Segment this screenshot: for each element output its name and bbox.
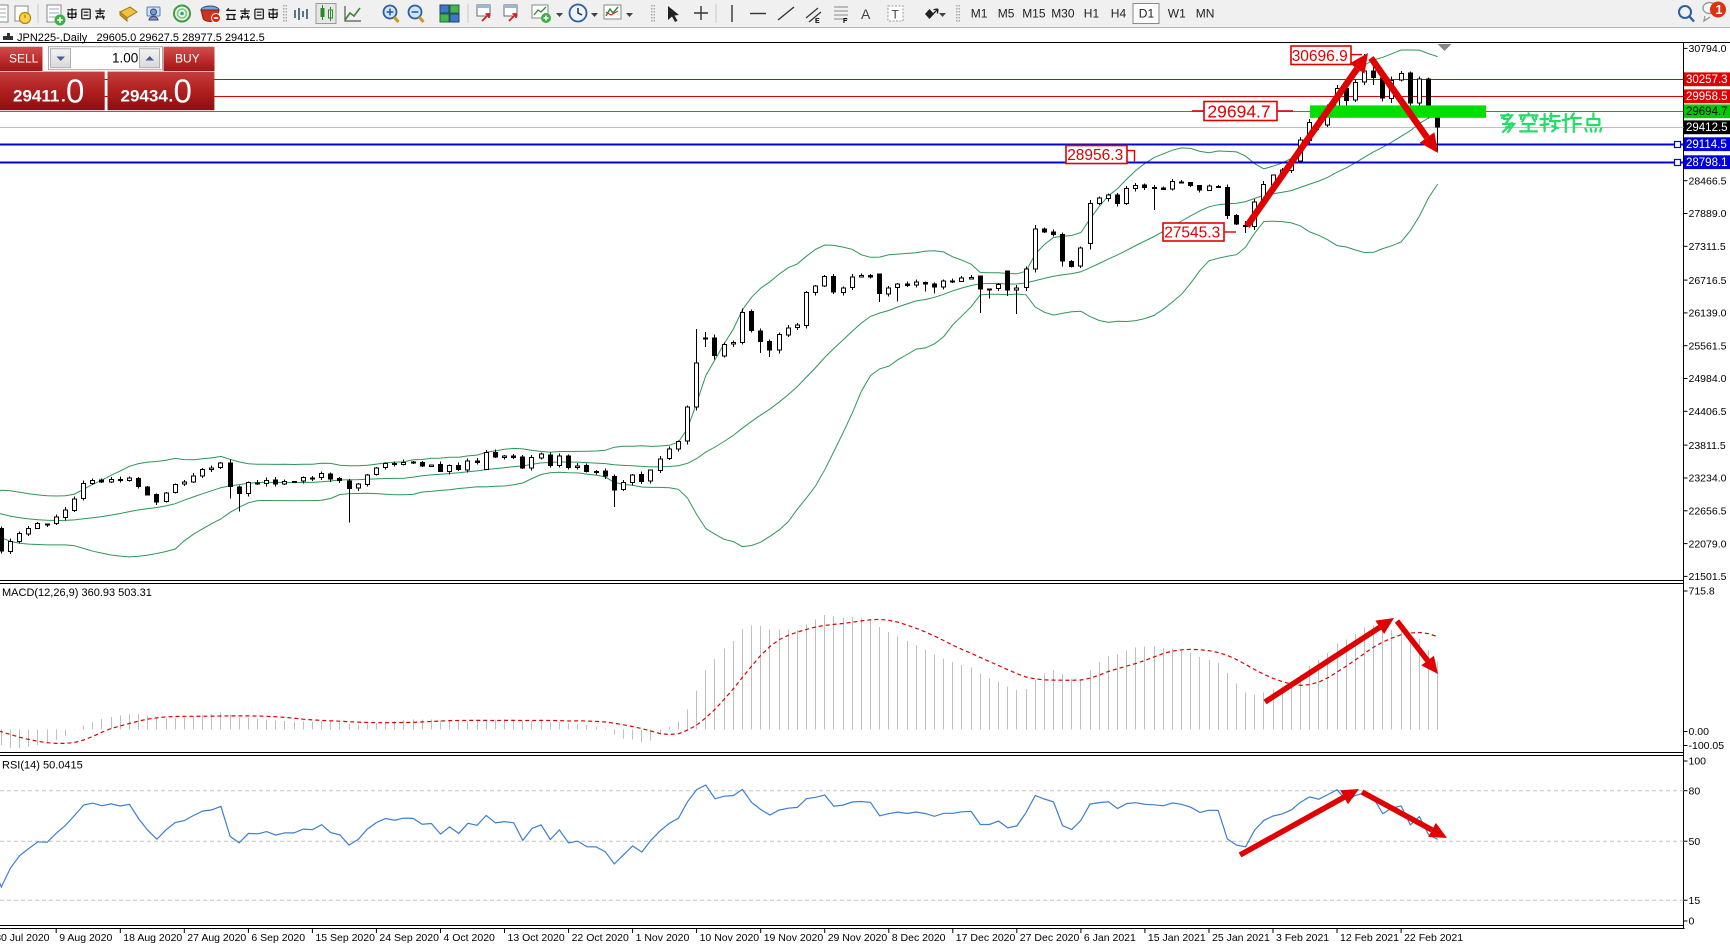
svg-text:9 Aug 2020: 9 Aug 2020 [59,932,112,944]
svg-text:MN: MN [1196,7,1215,21]
svg-text:RSI(14) 50.0415: RSI(14) 50.0415 [2,760,83,772]
svg-text:24406.5: 24406.5 [1689,406,1727,418]
svg-text:M15: M15 [1022,7,1046,21]
svg-text:E: E [815,18,820,25]
svg-text:23234.0: 23234.0 [1689,473,1727,485]
svg-text:30696.9: 30696.9 [1292,48,1348,65]
svg-text:4 Oct 2020: 4 Oct 2020 [444,932,496,944]
svg-text:.: . [61,87,66,106]
svg-text:29694.7: 29694.7 [1207,101,1270,121]
svg-text:18 Aug 2020: 18 Aug 2020 [123,932,182,944]
svg-text:100: 100 [1689,756,1707,768]
svg-text:1 Nov 2020: 1 Nov 2020 [636,932,690,944]
svg-text:30257.3: 30257.3 [1686,74,1728,86]
svg-text:29412.5: 29412.5 [1686,122,1728,134]
svg-text:6 Jan 2021: 6 Jan 2021 [1084,932,1136,944]
svg-text:0: 0 [174,73,192,110]
svg-text:M5: M5 [998,7,1015,21]
svg-text:80: 80 [1689,785,1701,797]
svg-text:W1: W1 [1168,7,1186,21]
svg-text:1.00: 1.00 [112,51,138,66]
svg-text:29114.5: 29114.5 [1686,139,1727,151]
svg-text:0: 0 [66,73,84,110]
svg-text:1: 1 [1716,3,1723,17]
svg-text:29958.5: 29958.5 [1686,91,1728,103]
svg-text:715.8: 715.8 [1689,586,1715,598]
svg-text:27545.3: 27545.3 [1164,225,1220,242]
svg-text:25 Jan 2021: 25 Jan 2021 [1212,932,1270,944]
svg-text:22079.0: 22079.0 [1689,538,1727,550]
svg-text:28956.3: 28956.3 [1067,147,1123,164]
svg-text:M1: M1 [971,7,988,21]
svg-text:28798.1: 28798.1 [1686,157,1728,169]
svg-text:D1: D1 [1139,7,1155,21]
svg-text:15 Sep 2020: 15 Sep 2020 [315,932,375,944]
svg-text:30 Jul 2020: 30 Jul 2020 [0,932,50,944]
svg-text:17 Dec 2020: 17 Dec 2020 [956,932,1016,944]
svg-text:27 Aug 2020: 27 Aug 2020 [187,932,246,944]
svg-text:30794.0: 30794.0 [1689,43,1727,55]
svg-text:27889.0: 27889.0 [1689,208,1727,220]
svg-text:25561.5: 25561.5 [1689,340,1727,352]
svg-text:15: 15 [1689,895,1701,907]
svg-text:29694.7: 29694.7 [1686,106,1728,118]
svg-text:29434: 29434 [121,87,169,106]
svg-text:26716.5: 26716.5 [1689,275,1727,287]
svg-text:15 Jan 2021: 15 Jan 2021 [1148,932,1206,944]
svg-text:JPN225-,Daily 29605.0 29627.: JPN225-,Daily 29605.0 29627.5 28977.5 29… [17,32,265,44]
svg-text:27 Dec 2020: 27 Dec 2020 [1020,932,1080,944]
svg-text:H1: H1 [1084,7,1100,21]
svg-text:6 Sep 2020: 6 Sep 2020 [251,932,305,944]
svg-text:0.00: 0.00 [1689,726,1710,738]
svg-text:SELL: SELL [9,52,39,66]
svg-text:-100.05: -100.05 [1689,740,1725,752]
svg-text:29411: 29411 [13,87,59,106]
svg-text:8 Dec 2020: 8 Dec 2020 [892,932,946,944]
svg-text:29 Nov 2020: 29 Nov 2020 [828,932,888,944]
svg-text:0: 0 [1689,916,1695,928]
svg-text:BUY: BUY [175,52,200,66]
svg-text:50: 50 [1689,836,1701,848]
svg-text:24 Sep 2020: 24 Sep 2020 [379,932,439,944]
svg-text:H4: H4 [1111,7,1127,21]
svg-text:22656.5: 22656.5 [1689,505,1727,517]
svg-text:13 Oct 2020: 13 Oct 2020 [508,932,565,944]
svg-text:27311.5: 27311.5 [1689,241,1726,253]
svg-text:M30: M30 [1051,7,1075,21]
svg-text:22 Oct 2020: 22 Oct 2020 [572,932,629,944]
svg-text:T: T [892,8,900,22]
svg-text:MACD(12,26,9) 360.93 503.31: MACD(12,26,9) 360.93 503.31 [2,587,152,599]
svg-text:23811.5: 23811.5 [1689,440,1726,452]
svg-text:3 Feb 2021: 3 Feb 2021 [1276,932,1329,944]
svg-text:10 Nov 2020: 10 Nov 2020 [700,932,760,944]
svg-text:F: F [843,18,848,25]
svg-text:22 Feb 2021: 22 Feb 2021 [1404,932,1463,944]
svg-text:21501.5: 21501.5 [1689,571,1727,583]
svg-text:A: A [861,6,871,22]
svg-text:24984.0: 24984.0 [1689,373,1727,385]
svg-text:19 Nov 2020: 19 Nov 2020 [764,932,824,944]
svg-text:.: . [169,87,174,106]
svg-text:28466.5: 28466.5 [1689,175,1727,187]
svg-text:26139.0: 26139.0 [1689,308,1727,320]
svg-text:12 Feb 2021: 12 Feb 2021 [1340,932,1399,944]
